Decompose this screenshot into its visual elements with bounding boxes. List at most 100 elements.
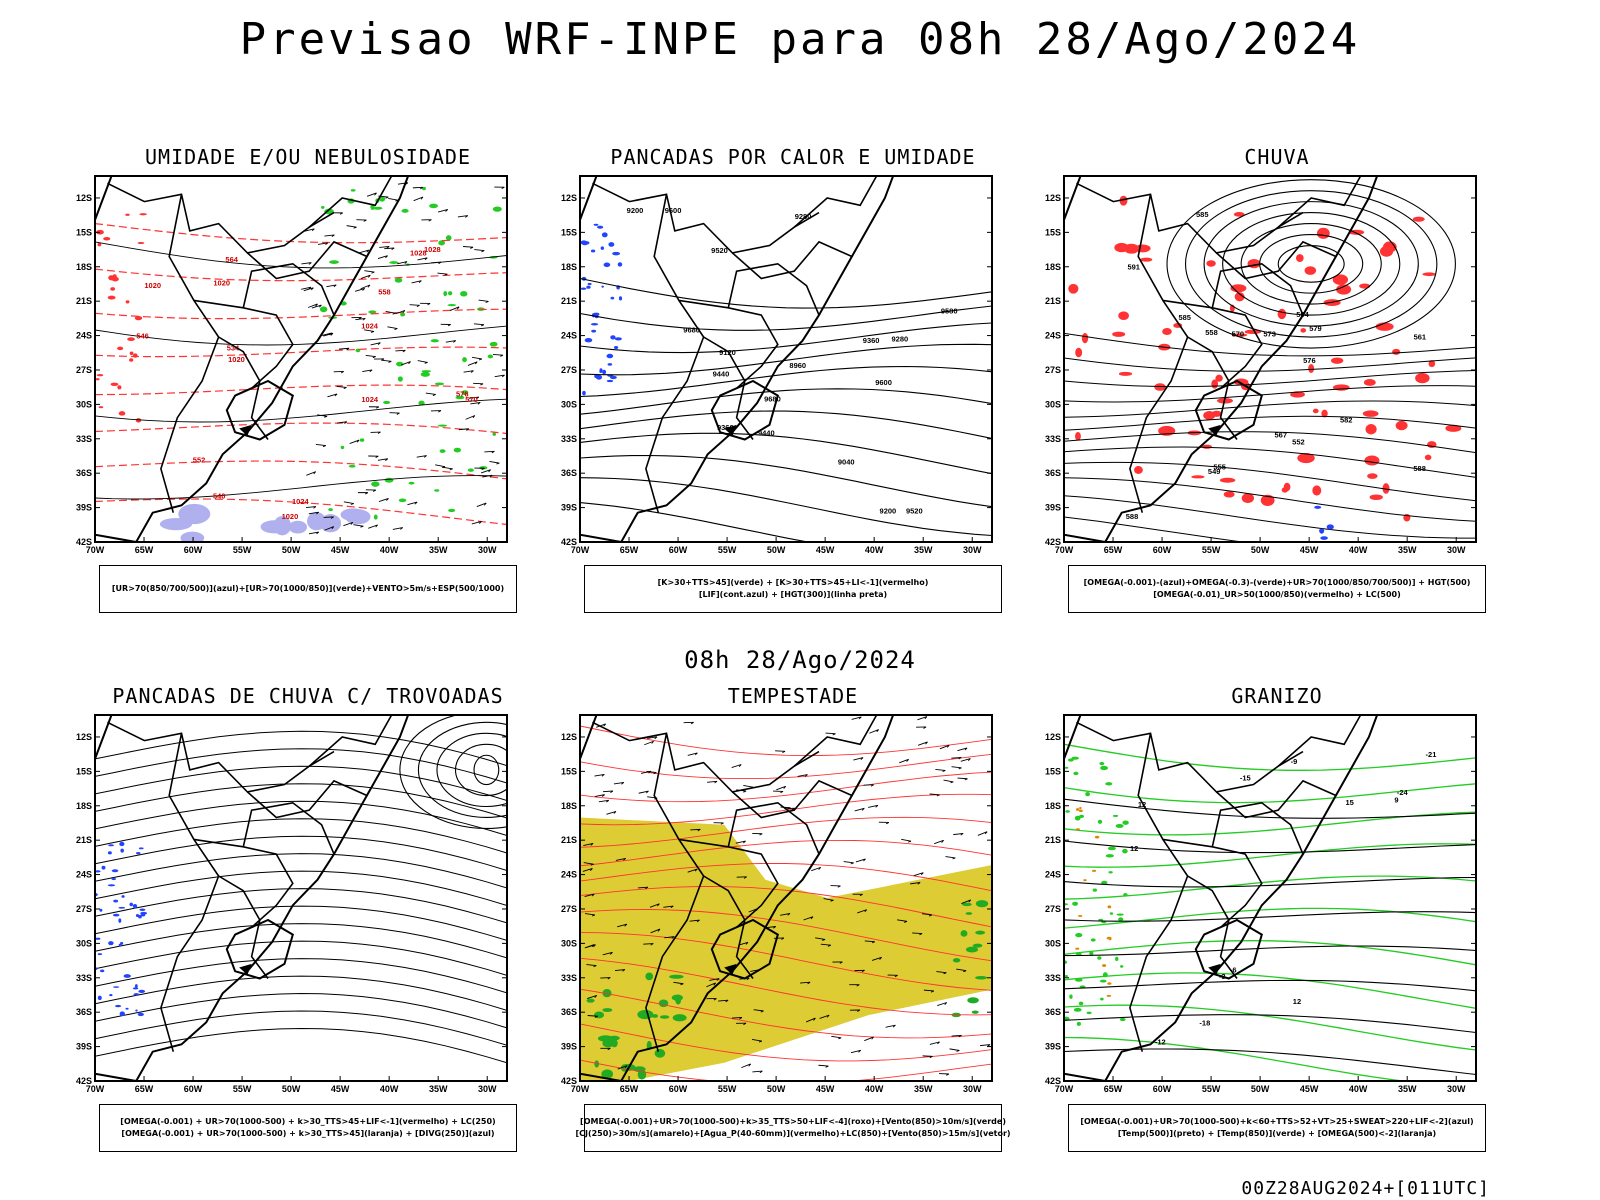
lake [239,963,252,975]
lat-label: 12S [76,193,92,203]
map-frame [1063,175,1477,543]
contour-label: 9120 [719,348,736,357]
shaded-area [371,481,380,487]
wind-vector [731,764,742,769]
lake [1208,424,1221,436]
wind-vector-head [444,273,448,276]
wind-vector [343,521,353,527]
wind-vector [317,242,328,245]
wind-vector [583,862,594,865]
streamline-circulation [399,715,507,829]
contour-label: 9280 [891,335,908,344]
country-border [703,336,754,440]
shaded-area [453,447,461,453]
main-title: Previsao WRF-INPE para 08h 28/Ago/2024 [239,14,1361,65]
contour-line [1064,385,1476,403]
country-border [1211,801,1304,855]
shaded-area [113,899,119,903]
wind-vector-head [657,903,660,907]
shaded-area [975,930,986,935]
lake [724,963,737,975]
lat-label: 12S [1045,732,1061,742]
country-border [193,838,294,928]
shaded-area [1363,378,1376,386]
lat-label: 12S [561,732,577,742]
wind-vector [585,944,596,948]
contour-line [1259,234,1364,294]
wind-vector-head [427,303,431,306]
streamline [95,835,507,871]
country-border [793,715,878,767]
contour-line [1064,840,1476,854]
shaded-area [1297,453,1315,464]
shaded-area [1336,284,1352,295]
map-chuva: 5885885855855825795765735705675645615585… [1045,175,1477,555]
wind-vector-head [818,867,822,870]
wind-vector-head [919,933,923,936]
contour-line [1240,223,1382,305]
contour-line [1064,843,1476,868]
shaded-area [1367,473,1378,479]
shaded-area [614,337,622,341]
lon-label: 60W [184,545,203,555]
shaded-area [1326,524,1334,530]
shaded-area [95,937,101,940]
shaded-area [127,337,135,341]
streamline [95,800,507,836]
wind-vector-head [325,242,329,246]
wind-vector [304,228,315,232]
map-content: 9680 9680 9600 9600 9520 9520 9440 9440 9360 9360… [580,176,992,542]
lon-label: 35W [914,1084,933,1094]
wind-vector-head [330,516,334,519]
lon-label: 50W [767,1084,786,1094]
map-frame [1063,714,1477,1082]
legend-line-2: [OMEGA(-0.01)_UR>50(1000/850)(vermelho) … [1153,590,1401,599]
wind-vector [360,274,371,279]
lon-label: 30W [963,1084,982,1094]
lat-label: 12S [76,732,92,742]
shaded-area [1428,360,1436,368]
shaded-area [117,385,122,390]
wind-vector [494,374,505,378]
shaded-area [1241,493,1255,504]
wind-vector [615,857,626,861]
wind-vector [586,964,597,967]
wind-vector-head [839,961,843,964]
map-umidade: 1020 102010241024102810201024102010285705… [76,175,508,555]
shaded-area [675,994,682,1005]
shaded-area [320,205,325,209]
shaded-area [1362,410,1379,417]
lat-label: 24S [561,331,577,341]
shaded-area [600,246,605,250]
lon-label: 40W [865,545,884,555]
shaded-area [613,345,619,350]
wind-vector-head [478,521,482,524]
wind-vector-head [483,502,487,506]
wind-vector-head [385,255,388,259]
wind-vector-head [876,729,879,733]
shaded-area [610,335,616,340]
wind-vector [449,306,460,311]
shaded-area [961,902,972,907]
shaded-area [438,240,445,246]
wind-vector [664,936,675,939]
contour-label: 588 [1413,464,1426,473]
wind-vector-head [645,790,649,794]
wind-vector [868,804,879,808]
wind-vector [326,284,337,288]
lon-label: 35W [429,545,448,555]
country-border [1129,194,1189,513]
streamline [95,888,507,924]
wind-vector [977,831,988,836]
country-border [160,194,220,513]
wind-vector-head [657,928,661,932]
wind-vector-head [783,786,787,789]
shaded-area [1091,869,1097,872]
contour-label: 9200 [627,206,644,215]
shaded-area [651,1014,659,1018]
contour-label: 9280 [795,212,812,221]
lon-label: 65W [620,545,639,555]
lat-label: 39S [1045,1042,1061,1052]
wind-vector [364,329,375,332]
